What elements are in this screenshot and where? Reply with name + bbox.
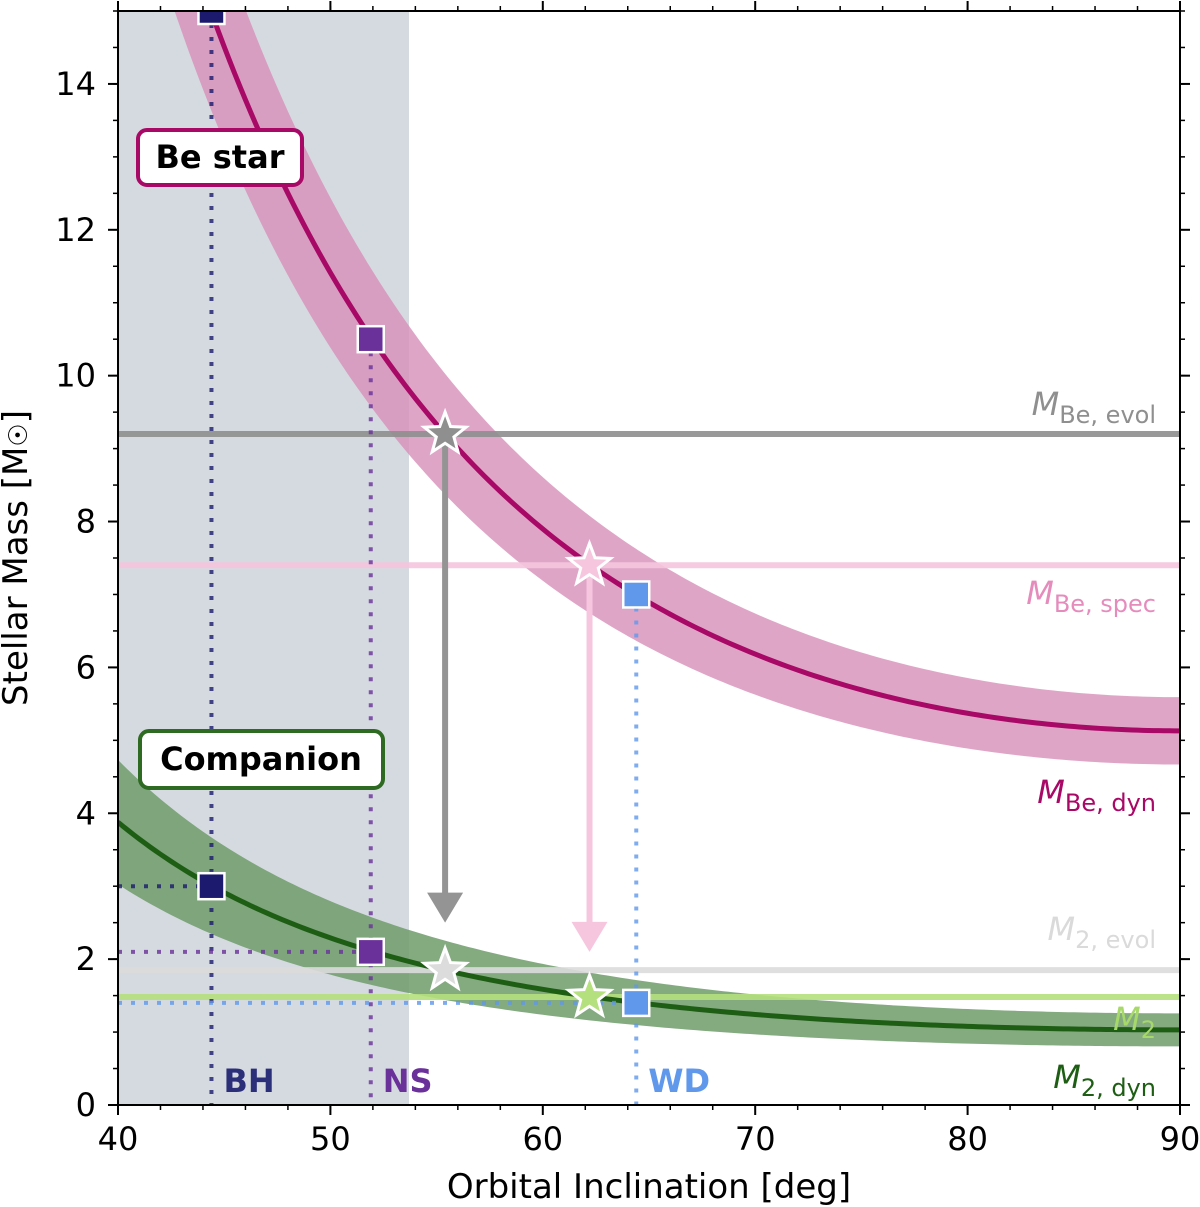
companion-label: Companion xyxy=(160,740,362,778)
label-m2: M2 xyxy=(1113,1000,1156,1044)
be-star-box: Be star xyxy=(136,128,304,187)
marker-square-BH-1 xyxy=(197,871,226,901)
y-tick-label: 14 xyxy=(55,65,96,103)
arrow-head-0 xyxy=(427,892,464,923)
compact-object-label-NS: NS xyxy=(383,1062,433,1100)
compact-object-label-BH: BH xyxy=(223,1062,274,1100)
marker-square-WD-1 xyxy=(622,988,651,1018)
marker-square-BH-0 xyxy=(197,11,226,26)
label-m2-dyn: M2, dyn xyxy=(1053,1058,1156,1102)
y-tick-label: 6 xyxy=(76,648,96,686)
y-tick-label: 4 xyxy=(76,794,96,832)
y-tick-label: 10 xyxy=(55,357,96,395)
y-axis-label: Stellar Mass [M☉] xyxy=(0,410,36,706)
uncertainty-band-0 xyxy=(174,11,1180,765)
y-tick-label: 0 xyxy=(76,1086,96,1124)
marker-square-NS-1 xyxy=(356,937,386,967)
companion-box: Companion xyxy=(138,729,385,790)
y-tick-label: 12 xyxy=(55,211,96,249)
uncertainty-band-1 xyxy=(118,759,1180,1047)
x-tick-label: 50 xyxy=(310,1120,351,1158)
label-m2-evol: M2, evol xyxy=(1048,910,1156,954)
x-axis-label: Orbital Inclination [deg] xyxy=(447,1167,851,1207)
label-m-be-evol: MBe, evol xyxy=(1032,385,1156,429)
x-tick-label: 40 xyxy=(98,1120,139,1158)
arrow-head-1 xyxy=(571,921,608,952)
x-tick-label: 60 xyxy=(522,1120,563,1158)
star-marker-3 xyxy=(564,970,615,1019)
be-star-label: Be star xyxy=(156,138,285,176)
marker-square-WD-0 xyxy=(622,580,651,609)
y-tick-label: 2 xyxy=(76,940,96,978)
x-tick-label: 70 xyxy=(735,1120,776,1158)
star-marker-2 xyxy=(564,539,615,587)
star-marker-0 xyxy=(420,407,471,456)
compact-object-label-WD: WD xyxy=(648,1062,710,1100)
star-marker-1 xyxy=(420,943,471,992)
x-tick-label: 80 xyxy=(947,1120,988,1158)
label-m-be-dyn: MBe, dyn xyxy=(1037,773,1156,817)
label-m-be-spec: MBe, spec xyxy=(1026,574,1156,618)
marker-square-NS-0 xyxy=(356,324,386,354)
y-tick-label: 8 xyxy=(76,503,96,541)
x-tick-label: 90 xyxy=(1160,1120,1200,1158)
